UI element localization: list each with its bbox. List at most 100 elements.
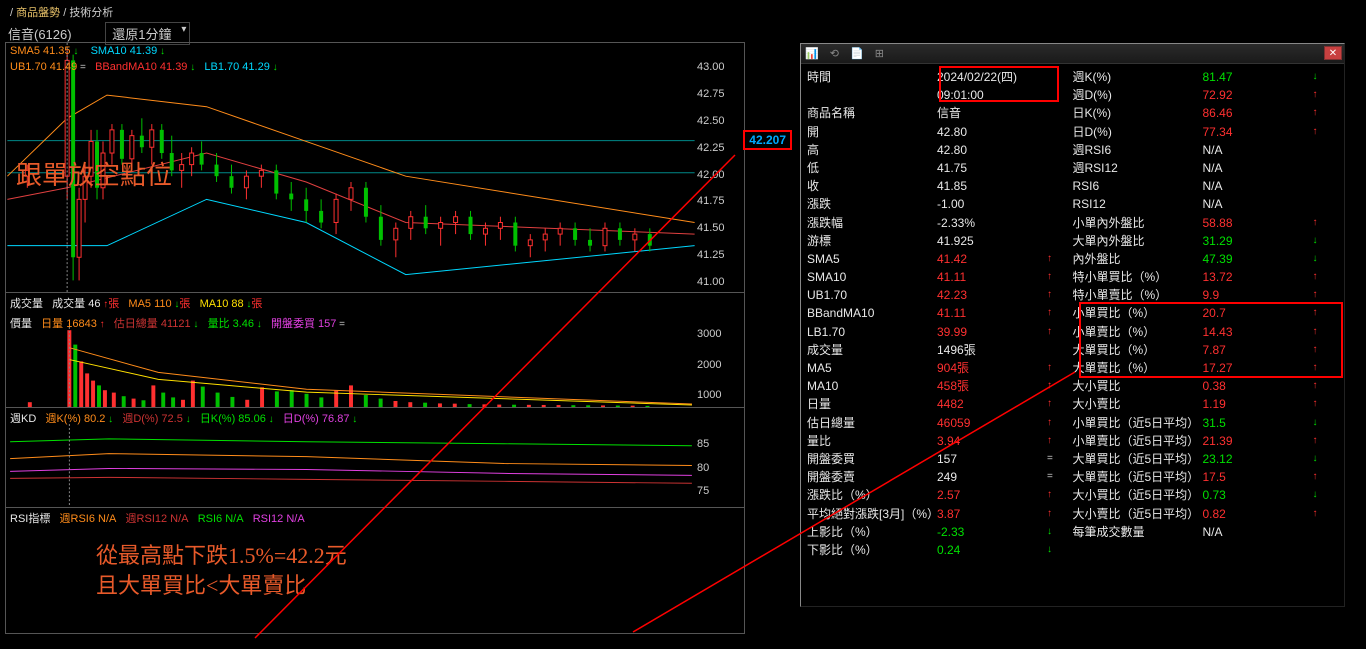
field-label: 高 [807, 141, 937, 159]
label: RSI指標 [10, 513, 50, 525]
field-label: 低 [807, 159, 937, 177]
field-label: 大小買比 [1073, 377, 1203, 395]
field-label: RSI12 [1073, 195, 1203, 213]
data-row: BBandMA1041.11↑ [807, 304, 1073, 322]
field-value: 1496張 [937, 341, 1047, 359]
data-row: RSI12N/A [1073, 195, 1339, 213]
field-label: 週D(%) [1073, 86, 1203, 104]
data-row: 小單內外盤比58.88↑ [1073, 214, 1339, 232]
data-row: 開42.80 [807, 123, 1073, 141]
field-value: 42.23 [937, 286, 1047, 304]
field-value: 31.29 [1203, 232, 1313, 250]
field-value: 41.11 [937, 268, 1047, 286]
data-row: 收41.85 [807, 177, 1073, 195]
label: MA5 110 [128, 298, 179, 310]
label: MA10 88 [200, 298, 252, 310]
field-value: 47.39 [1203, 250, 1313, 268]
field-label: SMA10 [807, 268, 937, 286]
titlebar-icons[interactable]: 📊 ⟲ 📄 ⊞ [805, 47, 888, 60]
field-label: RSI6 [1073, 177, 1203, 195]
stock-name: 信音(6126) [8, 27, 72, 42]
lb: LB1.70 41.29 [204, 61, 277, 73]
field-value: 1.19 [1203, 395, 1313, 413]
data-row: 低41.75 [807, 159, 1073, 177]
field-value: 77.34 [1203, 123, 1313, 141]
breadcrumb-p2[interactable]: 技術分析 [69, 7, 113, 19]
label: 日量 16843 [41, 318, 104, 330]
data-window-titlebar[interactable]: 📊 ⟲ 📄 ⊞ ✕ [801, 44, 1344, 64]
field-label: LB1.70 [807, 323, 937, 341]
field-value: 39.99 [937, 323, 1047, 341]
data-row: 上影比（%）-2.33↓ [807, 523, 1073, 541]
volume-bars[interactable] [6, 323, 696, 407]
field-label: 成交量 [807, 341, 937, 359]
data-row: 開盤委賣249= [807, 468, 1073, 486]
field-value: 41.42 [937, 250, 1047, 268]
data-row: 量比3.94↑ [807, 432, 1073, 450]
close-icon[interactable]: ✕ [1324, 46, 1342, 60]
field-value: 0.38 [1203, 377, 1313, 395]
data-row: SMA541.42↑ [807, 250, 1073, 268]
field-label: 大小賣比 [1073, 395, 1203, 413]
field-value: 58.88 [1203, 214, 1313, 232]
field-value: 31.5 [1203, 414, 1313, 432]
field-value: 41.925 [937, 232, 1047, 250]
field-label: 開盤委賣 [807, 468, 937, 486]
price-panel[interactable]: SMA5 41.35 SMA10 41.39 UB1.70 41.49 BBan… [6, 43, 744, 293]
label: 估日總量 41121 [114, 318, 199, 330]
data-row: 估日總量46059↑ [807, 414, 1073, 432]
data-row: 漲跌比（%）2.57↑ [807, 486, 1073, 504]
field-value: 13.72 [1203, 268, 1313, 286]
data-row: 下影比（%）0.24↓ [807, 541, 1073, 559]
kd-panel[interactable]: 週KD 週K(%) 80.2 週D(%) 72.5 日K(%) 85.06 日D… [6, 408, 744, 508]
label: 日D(%) 76.87 [283, 413, 357, 425]
field-label: 週RSI12 [1073, 159, 1203, 177]
field-value: -2.33 [937, 523, 1047, 541]
field-label: 漲跌幅 [807, 214, 937, 232]
ub: UB1.70 41.49 [10, 61, 86, 73]
rsi-panel[interactable]: RSI指標 週RSI6 N/A 週RSI12 N/A RSI6 N/A RSI1… [6, 508, 744, 633]
field-label: 小單內外盤比 [1073, 214, 1203, 232]
field-value: 458張 [937, 377, 1047, 395]
vol-row2: 價量 日量 16843 估日總量 41121 量比 3.46 開盤委買 157 [6, 313, 744, 333]
kd-lines[interactable] [6, 424, 696, 507]
data-row: 漲跌-1.00 [807, 195, 1073, 213]
breadcrumb-p1[interactable]: 商品盤勢 [16, 7, 60, 19]
field-value: 21.39 [1203, 432, 1313, 450]
label: RSI6 N/A [198, 513, 244, 525]
field-label: 下影比（%） [807, 541, 937, 559]
annotation-short-entry: 跟單放空點位 [16, 155, 172, 192]
data-row: 游標41.925 [807, 232, 1073, 250]
data-row: 開盤委買157= [807, 450, 1073, 468]
field-label: 小單賣比（近5日平均） [1073, 432, 1203, 450]
field-value: 904張 [937, 359, 1047, 377]
data-row: 大小買比（近5日平均）0.73↓ [1073, 486, 1339, 504]
breadcrumb[interactable]: / 商品盤勢 / 技術分析 [10, 4, 113, 20]
field-value: 81.47 [1203, 68, 1313, 86]
field-label: 大小買比（近5日平均） [1073, 486, 1203, 504]
field-label: UB1.70 [807, 286, 937, 304]
label: 開盤委買 157 [271, 318, 345, 330]
field-value: 46059 [937, 414, 1047, 432]
data-row: 成交量1496張 [807, 341, 1073, 359]
data-row: 大小賣比（近5日平均）0.82↑ [1073, 505, 1339, 523]
field-value: 0.73 [1203, 486, 1313, 504]
label: 週RSI12 N/A [126, 513, 189, 525]
field-value: 41.75 [937, 159, 1047, 177]
data-row: 小單賣比（近5日平均）21.39↑ [1073, 432, 1339, 450]
annotation-rule-1: 從最高點下跌1.5%=42.2元 [96, 538, 347, 570]
data-row: 小單買比（近5日平均）31.5↓ [1073, 414, 1339, 432]
label: 週KD [10, 413, 36, 425]
data-window[interactable]: 📊 ⟲ 📄 ⊞ ✕ 時間2024/02/22(四)09:01:00商品名稱信音開… [800, 43, 1345, 607]
field-label: 時間 [807, 68, 937, 86]
current-price-tag: 42.207 [743, 130, 792, 150]
data-row: 內外盤比47.39↓ [1073, 250, 1339, 268]
field-label: 開 [807, 123, 937, 141]
label: 週K(%) 80.2 [45, 413, 113, 425]
volume-panel[interactable]: 成交量 成交量 46張 MA5 110張 MA10 88張 價量 日量 1684… [6, 293, 744, 408]
field-value: N/A [1203, 195, 1313, 213]
field-value: 信音 [937, 104, 1047, 122]
field-value: 23.12 [1203, 450, 1313, 468]
field-label: 週RSI6 [1073, 141, 1203, 159]
field-value: -2.33% [937, 214, 1047, 232]
